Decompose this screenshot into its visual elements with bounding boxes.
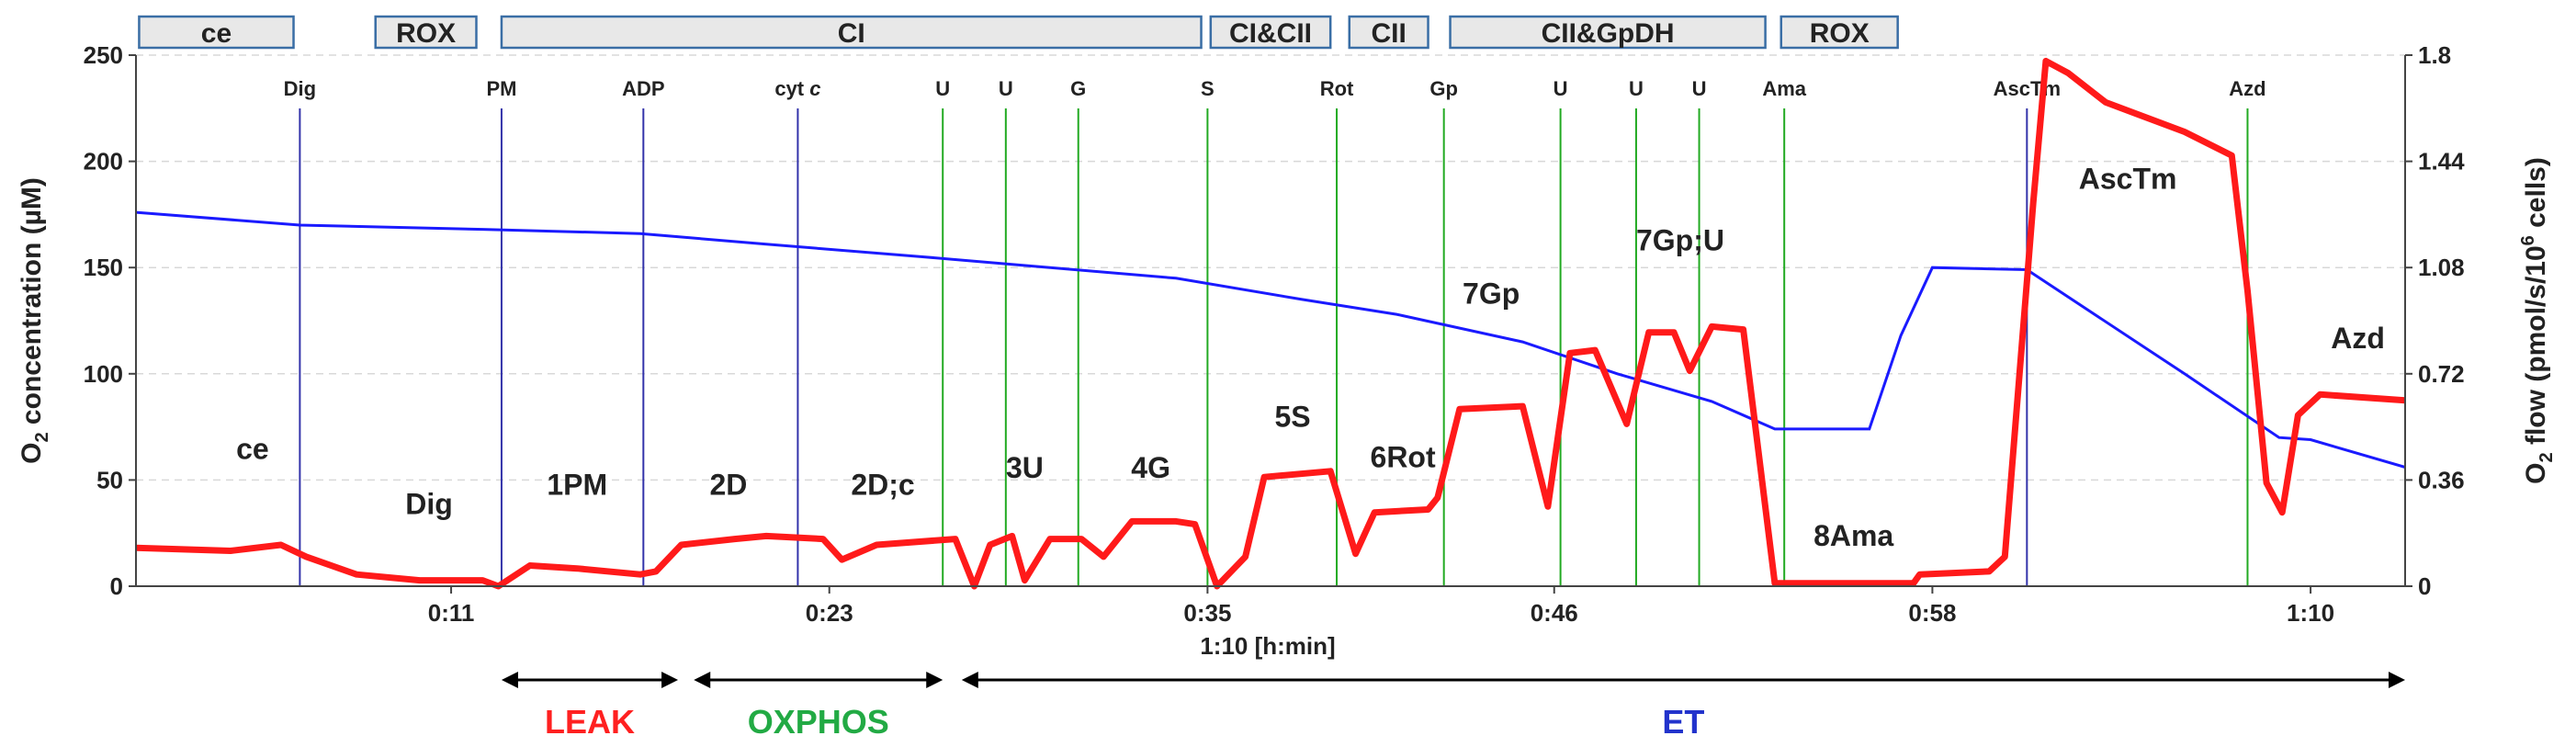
state-label: 2D;c xyxy=(851,469,914,502)
event-label: ADP xyxy=(622,77,664,100)
state-labels: ce Dig 1PM 2D 2D;c 3U 4G 5S 6Rot 7Gp 7Gp;U 8Ama AscT… xyxy=(236,163,2385,552)
state-label: AscTm xyxy=(2079,163,2177,196)
event-label: U xyxy=(1554,77,1568,100)
phase-arrowhead-right xyxy=(2389,672,2405,688)
y-left-tick-label: 250 xyxy=(84,41,123,69)
x-tick-label: 1:10 xyxy=(2287,599,2334,627)
state-label: 2D xyxy=(709,469,747,502)
y-right-tick-label: 1.8 xyxy=(2418,41,2451,69)
event-label: U xyxy=(935,77,950,100)
x-axis-title: 1:10 [h:min] xyxy=(1200,632,1335,660)
event-label: PM xyxy=(486,77,516,100)
state-label: 3U xyxy=(1006,451,1044,484)
state-label: 4G xyxy=(1131,451,1170,484)
segment-box xyxy=(374,15,478,50)
segment-label: ROX xyxy=(396,18,456,49)
y-left-tick-label: 100 xyxy=(84,360,123,388)
event-label: Dig xyxy=(284,77,316,100)
y-right-tick-label: 1.08 xyxy=(2418,254,2465,281)
y-left-tick-label: 200 xyxy=(84,148,123,175)
phase-arrowhead-right xyxy=(661,672,679,688)
segment-box xyxy=(1348,15,1429,50)
event-label: Gp xyxy=(1429,77,1458,100)
phase-label: OXPHOS xyxy=(748,703,889,741)
event-label: S xyxy=(1201,77,1215,100)
segment-box xyxy=(500,15,1203,50)
plot-area: Dig PM ADP cyt c U U G S Rot Gp U U U Ama AscTm Azd ce D… xyxy=(135,54,2406,590)
event-label: U xyxy=(1692,77,1707,100)
event-label: Azd xyxy=(2229,77,2265,100)
event-label: cyt c xyxy=(774,77,820,100)
y-right-tick-label: 0.72 xyxy=(2418,360,2465,388)
y-left-tick-label: 0 xyxy=(110,572,123,600)
event-label: G xyxy=(1070,77,1086,100)
event-label: U xyxy=(999,77,1013,100)
phase-label: ET xyxy=(1662,703,1704,741)
phase-arrows: LEAK OXPHOS ET xyxy=(501,672,2405,741)
segment-label: CII xyxy=(1371,18,1406,49)
y-axis-left-title: O2 concentration (µM) xyxy=(17,177,52,464)
event-label: U xyxy=(1629,77,1644,100)
x-tick-label: 0:23 xyxy=(806,599,853,627)
y-axis-right-title: O2 flow (pmol/s/106 cells) xyxy=(2518,157,2557,484)
phase-arrowhead-left xyxy=(694,672,711,688)
event-label: Ama xyxy=(1762,77,1806,100)
plot-background xyxy=(136,55,2405,586)
x-tick-label: 0:58 xyxy=(1908,599,1956,627)
segment-label: ROX xyxy=(1810,18,1870,49)
segment-box xyxy=(1449,15,1767,50)
phase-arrowhead-right xyxy=(926,672,943,688)
state-label: 5S xyxy=(1274,401,1310,434)
segment-box xyxy=(138,15,295,50)
y-left-tick-label: 150 xyxy=(84,254,123,281)
event-label: Rot xyxy=(1320,77,1354,100)
segment-box xyxy=(1779,15,1899,50)
segment-label: CI xyxy=(838,18,865,49)
axis-ticks: 0 50 100 150 200 250 0 0.36 0.72 1.08 1.44 1.8 0:11 0… xyxy=(84,41,2466,627)
x-tick-label: 0:11 xyxy=(428,599,475,627)
state-label: ce xyxy=(236,432,269,465)
event-markers: Dig PM ADP cyt c U U G S Rot Gp U U U Ama AscTm Azd xyxy=(284,77,2266,586)
state-label: 8Ama xyxy=(1813,519,1893,552)
y-left-tick-label: 50 xyxy=(96,466,123,493)
phase-arrowhead-left xyxy=(501,672,518,688)
segment-label: CII&GpDH xyxy=(1542,18,1675,49)
state-label: Dig xyxy=(405,487,453,520)
x-tick-label: 0:46 xyxy=(1531,599,1578,627)
state-label: 6Rot xyxy=(1371,441,1436,474)
state-label: 7Gp;U xyxy=(1636,224,1724,257)
o2-flow-line xyxy=(135,57,2406,590)
segment-box xyxy=(1209,15,1332,50)
phase-label: LEAK xyxy=(545,703,635,741)
state-label: Azd xyxy=(2331,322,2385,355)
phase-arrowhead-left xyxy=(961,672,978,688)
event-label: AscTm xyxy=(1994,77,2061,100)
y-right-tick-label: 0 xyxy=(2418,572,2431,600)
y-right-tick-label: 0.36 xyxy=(2418,466,2465,493)
segment-label: ce xyxy=(201,18,232,49)
y-right-tick-label: 1.44 xyxy=(2418,148,2465,175)
state-label: 7Gp xyxy=(1463,277,1520,311)
segment-bar: ce ROX CI CI&CII CII CII&GpDH ROX xyxy=(138,15,1899,50)
segment-label: CI&CII xyxy=(1229,18,1312,49)
x-tick-label: 0:35 xyxy=(1183,599,1231,627)
state-label: 1PM xyxy=(547,469,607,502)
